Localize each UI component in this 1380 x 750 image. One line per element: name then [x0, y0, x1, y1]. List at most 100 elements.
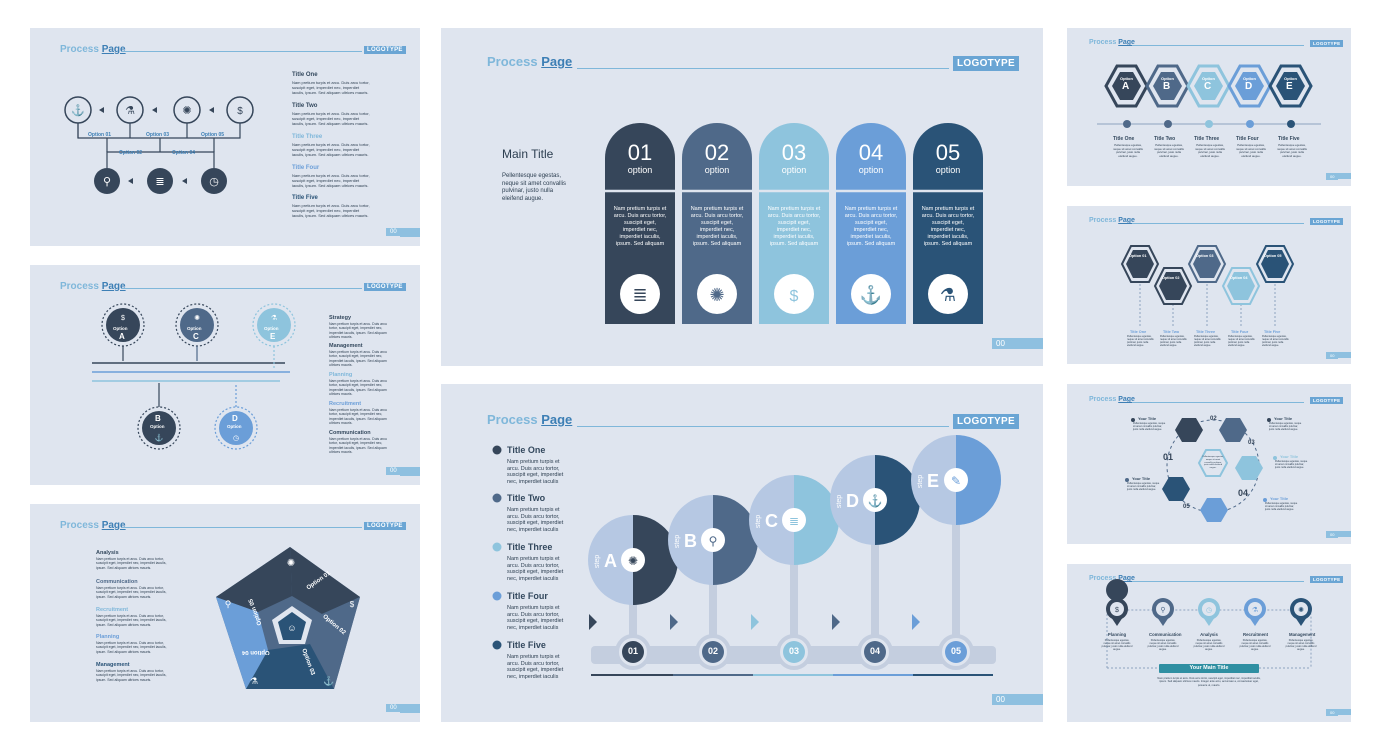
item-text: Nam pretium turpis et arcu. Duis arcu to… [96, 557, 167, 570]
slide-hex-row[interactable]: Process Page LOGOTYPE Option A Option B … [1067, 28, 1351, 186]
footer-bar [1009, 694, 1043, 705]
step-word: step [836, 494, 844, 509]
page-number: 00 [992, 694, 1009, 705]
slide-process-icons[interactable]: Process Page LOGOTYPE ⚓ ⚗ ✺ $ ⚲ ≣ ◷ Opti… [30, 28, 420, 246]
search-icon: ⚲ [225, 599, 232, 609]
step-number: 04 [869, 646, 880, 656]
hex-option: Option 05 [1264, 254, 1282, 258]
logotype: LOGOTYPE [953, 56, 1019, 71]
hex-letter: B [1163, 81, 1171, 92]
item-text: Nam pretium turpis et arcu. Duis arcu to… [292, 80, 370, 95]
footer-bar [1335, 531, 1351, 537]
slide-header: Process Page [487, 412, 573, 427]
footer-bar [1009, 338, 1043, 349]
pin-flow-diagram: $ ⚲ ◷ ⚗ ✺ [1106, 579, 1312, 673]
item-title: Recruitment [96, 607, 129, 613]
bulb-icon: ✺ [709, 285, 724, 305]
option-letter: E [270, 332, 276, 341]
cycle-title: Your Title [1274, 416, 1293, 421]
item-text: Nam pretium turpis et arcu. Duis arcu to… [329, 350, 387, 367]
hex-option: Option 02 [1162, 276, 1180, 280]
slide-hex-cycle[interactable]: Process Page LOGOTYPE Your Title Pellent… [1067, 384, 1351, 544]
pentagon-diagram: ☺ ✺ $ ⚓ ⚗ ⚲ [216, 547, 360, 689]
footer-bar [400, 467, 420, 476]
step-letter: D [846, 491, 859, 511]
cycle-text: Pellentesque egestas, neque sit amet con… [1133, 422, 1166, 432]
logotype: LOGOTYPE [1310, 397, 1344, 404]
option-letter: A [119, 332, 125, 341]
column-text: Nam pretium turpis et arcu. Duis arcu to… [844, 206, 898, 247]
hex-option: Option 01 [1129, 254, 1147, 258]
hex-text: Pellentesque egestas, neque sit amet con… [1195, 143, 1225, 158]
column-number: 04 [858, 140, 884, 165]
money-bag-icon: $ [237, 106, 243, 117]
logotype: LOGOTYPE [364, 46, 406, 54]
slide-options-timeline[interactable]: Process Page LOGOTYPE [30, 265, 420, 485]
page-number: 00 [1326, 352, 1339, 359]
option-label: Option 05 [201, 132, 225, 138]
main-text: Pellentesque egestas, neque sit amet con… [502, 173, 567, 202]
logotype: LOGOTYPE [1310, 218, 1344, 225]
database-icon: ≣ [155, 176, 164, 188]
slide-pentagon[interactable]: Process Page LOGOTYPE Analysis Nam preti… [30, 504, 420, 722]
footer-bar [400, 704, 420, 713]
slide-header: Process Page [60, 281, 126, 292]
option-name: Option [150, 424, 165, 429]
hex-name: Option [1120, 76, 1133, 81]
bulb-icon: ✺ [628, 554, 638, 568]
option-label: Option 04 [172, 150, 196, 156]
slide-option-columns[interactable]: Process Page LOGOTYPE Main Title Pellent… [441, 28, 1043, 366]
logotype: LOGOTYPE [364, 283, 406, 291]
main-title-banner: Your Main Title [1189, 665, 1229, 671]
hex-text: Pellentesque egestas, neque sit amet con… [1236, 143, 1266, 158]
page-number: 00 [1326, 531, 1339, 538]
item-text: Nam pretium turpis et arcu. Duis arcu to… [292, 203, 370, 218]
zigzag-title: Title One [1130, 330, 1147, 334]
option-label: Option 03 [146, 132, 170, 138]
main-title: Main Title [502, 147, 554, 161]
item-title: Title One [292, 72, 318, 78]
team-icon: ☺ [287, 623, 296, 633]
process-diagram: ⚓ ⚗ ✺ $ ⚲ ≣ ◷ [64, 96, 254, 194]
page-number: 00 [1326, 173, 1339, 180]
zigzag-title: Title Three [1196, 330, 1216, 334]
step-number: 03 [788, 646, 799, 656]
page-number: 00 [386, 228, 401, 236]
hex-name: Option [1202, 76, 1215, 81]
option-name: Option [187, 326, 202, 331]
logotype: LOGOTYPE [364, 522, 406, 530]
step-word: step [917, 474, 925, 489]
slide-pin-flow[interactable]: Process Page LOGOTYPE $ ⚲ ◷ ⚗ ✺ Planning… [1067, 564, 1351, 722]
option-name: Option [113, 326, 128, 331]
search-icon: ⚲ [103, 176, 111, 188]
pin-title: Management [1289, 632, 1316, 637]
item-title: Title Three [292, 134, 323, 140]
step-letter: E [927, 471, 940, 491]
hex-name: Option [1243, 76, 1256, 81]
header-line [1132, 581, 1304, 582]
cycle-text: Pellentesque egestas, neque sit amet con… [1265, 502, 1298, 512]
column-label: option [781, 165, 807, 175]
hex-letter: D [1245, 81, 1253, 92]
slide-steps[interactable]: Process Page LOGOTYPE Title One Nam pret… [441, 384, 1043, 722]
step-title: Title Five [507, 640, 546, 650]
hex-cycle-diagram [1125, 418, 1277, 522]
step-word: step [594, 554, 602, 569]
main-banner-text: Nam pretium turpis et arcu. Duis arcu to… [1157, 677, 1261, 687]
footer-bar [1335, 352, 1351, 358]
anchor-icon: ⚓ [155, 433, 164, 442]
zigzag-text: Pellentesque egestas, neque sit amet con… [1194, 335, 1221, 348]
cycle-number: 01 [1163, 452, 1174, 462]
step-text: Nam pretium turpis et arcu. Duis arcu to… [507, 654, 564, 680]
hex-name: Option [1161, 76, 1174, 81]
steps-diagram: ✺ ⚲ ≣ ⚓ ✎ [588, 435, 1001, 676]
page-number: 00 [992, 338, 1009, 349]
options-diagram: $ ✺ ⚗ ⚓ ◷ [92, 303, 296, 450]
item-title: Title Five [292, 195, 318, 201]
zigzag-text: Pellentesque egestas, neque sit amet con… [1160, 335, 1187, 348]
option-label: Option 04 [242, 649, 270, 655]
bulb-icon: ✺ [182, 105, 191, 117]
zigzag-title: Title Four [1231, 330, 1249, 334]
hex-text: Pellentesque egestas, neque sit amet con… [1113, 143, 1143, 158]
slide-hex-zigzag[interactable]: Process Page LOGOTYPE Option 01 Option 0… [1067, 206, 1351, 364]
